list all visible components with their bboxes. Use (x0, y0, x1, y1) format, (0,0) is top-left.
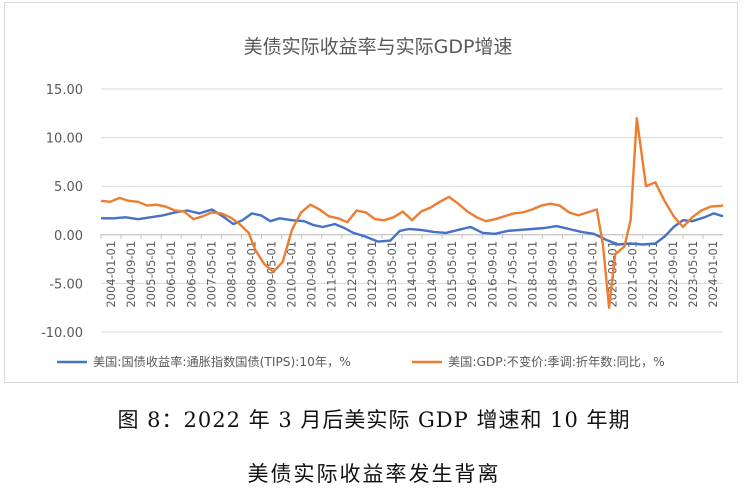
x-tick-label: 2014-09-01 (425, 241, 439, 308)
x-tick-label: 2019-05-01 (566, 241, 580, 308)
y-axis-ticks: 15.00 10.00 5.00 0.00 -5.00 -10.00 (41, 83, 83, 341)
x-tick-label: 2008-01-01 (224, 241, 238, 308)
chart-title: 美债实际收益率与实际GDP增速 (244, 36, 513, 58)
chart-svg: 美债实际收益率与实际GDP增速 15.00 10.00 5.00 0.00 -5.00 -… (41, 36, 724, 369)
figure-caption-line1: 图 8：2022 年 3 月后美实际 GDP 增速和 10 年期 (117, 408, 631, 432)
x-tick-label: 2013-05-01 (385, 241, 399, 308)
x-tick-label: 2022-01-01 (646, 241, 660, 308)
legend: 美国:国债收益率:通胀指数国债(TIPS):10年，% 美国:GDP:不变价:季调… (57, 354, 665, 369)
x-tick-label: 2004-09-01 (124, 241, 138, 308)
x-tick-label: 2022-09-01 (666, 241, 680, 308)
x-tick-label: 2006-01-01 (164, 241, 178, 308)
grid-layer (101, 88, 723, 333)
x-tick-label: 2017-05-01 (505, 241, 519, 308)
x-tick-label: 2020-01-01 (586, 241, 600, 308)
x-axis-ticks: 2004-01-01 2004-09-01 2005-05-01 2006-01-01… (100, 234, 720, 308)
y-tick-label: 10.00 (46, 132, 83, 147)
y-tick-label: -5.00 (49, 277, 83, 292)
x-tick-label: 2011-05-01 (325, 241, 339, 308)
y-tick-label: 0.00 (54, 229, 83, 244)
series-line-gdp-growth (100, 117, 724, 309)
x-tick-label: 2010-01-01 (285, 241, 299, 308)
y-tick-label: 15.00 (46, 83, 83, 98)
x-tick-label: 2006-09-01 (184, 241, 198, 308)
x-tick-label: 2005-05-01 (144, 241, 158, 308)
x-tick-label: 2012-09-01 (365, 241, 379, 308)
x-tick-label: 2021-05-01 (626, 241, 640, 308)
figure-caption-line2: 美债实际收益率发生背离 (247, 462, 501, 486)
x-tick-label: 2009-05-01 (265, 241, 279, 308)
x-tick-label: 2018-01-01 (525, 241, 539, 308)
x-tick-label: 2016-01-01 (465, 241, 479, 308)
legend-label: 美国:国债收益率:通胀指数国债(TIPS):10年，% (93, 354, 351, 369)
x-tick-label: 2007-05-01 (204, 241, 218, 308)
x-tick-label: 2008-09-01 (244, 241, 258, 308)
x-tick-label: 2023-05-01 (686, 241, 700, 308)
x-tick-label: 2015-05-01 (445, 241, 459, 308)
legend-label: 美国:GDP:不变价:季调:折年数:同比，% (448, 354, 665, 369)
x-tick-label: 2010-09-01 (305, 241, 319, 308)
x-tick-label: 2024-01-01 (706, 241, 720, 308)
x-tick-label: 2004-01-01 (104, 241, 118, 308)
x-tick-label: 2016-09-01 (485, 241, 499, 308)
y-tick-label: 5.00 (54, 180, 83, 195)
series-layer (100, 117, 724, 309)
x-tick-label: 2018-09-01 (545, 241, 559, 308)
chart-frame: 美债实际收益率与实际GDP增速 15.00 10.00 5.00 0.00 -5.00 -… (4, 2, 738, 383)
y-tick-label: -10.00 (41, 326, 83, 341)
x-tick-label: 2012-01-01 (345, 241, 359, 308)
series-line-tips-yield (101, 208, 724, 246)
x-tick-label: 2014-01-01 (405, 241, 419, 308)
